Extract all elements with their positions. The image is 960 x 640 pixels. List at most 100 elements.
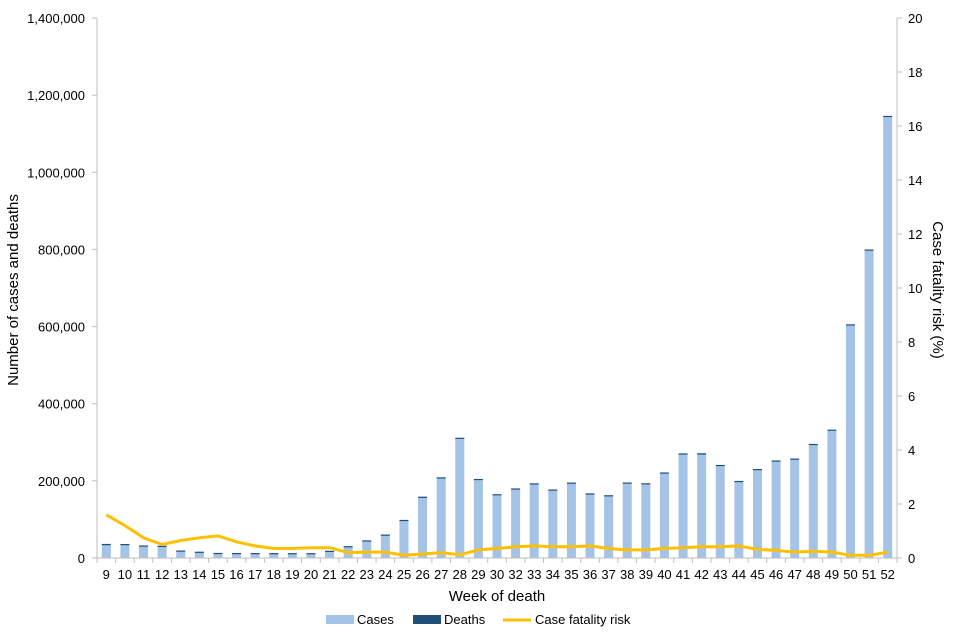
bar-deaths: [380, 534, 390, 536]
x-tick-label: 50: [843, 567, 857, 582]
bar-deaths: [473, 478, 483, 481]
bar-cases: [157, 546, 167, 558]
x-tick-label: 19: [285, 567, 299, 582]
bar-cases: [808, 444, 818, 558]
y2-tick-labels: 0 2 4 6 8 10 12 14 16 18 20: [908, 11, 922, 566]
bar-deaths: [622, 482, 632, 484]
x-tick-label: 28: [453, 567, 467, 582]
y2-axis-title: Case fatality risk (%): [929, 221, 946, 359]
x-tick-label: 25: [397, 567, 411, 582]
bar-cases: [641, 484, 651, 558]
bar-deaths: [120, 543, 130, 546]
bar-deaths: [436, 477, 446, 479]
y-tick-label: 600,000: [38, 320, 85, 335]
x-tick-label: 15: [211, 567, 225, 582]
x-tick-label: 49: [825, 567, 839, 582]
bar-cases: [194, 552, 204, 558]
bar-deaths: [566, 482, 576, 484]
bar-deaths: [548, 489, 558, 491]
bar-deaths: [269, 553, 279, 555]
bar-cases: [697, 454, 707, 558]
x-tick-label: 35: [564, 567, 578, 582]
bar-deaths: [418, 496, 428, 498]
bar-cases: [790, 459, 800, 558]
x-tick-label: 40: [657, 567, 671, 582]
x-tick-label: 39: [639, 567, 653, 582]
bar-deaths: [734, 480, 744, 483]
bar-deaths: [827, 429, 837, 431]
legend: Cases Deaths Case fatality risk: [326, 612, 631, 627]
y-tick-label: 200,000: [38, 474, 85, 489]
line-case-fatality-risk: [105, 513, 888, 557]
x-tick-label: 41: [676, 567, 690, 582]
y-tick-label: 1,400,000: [27, 11, 85, 26]
x-tick-label: 43: [713, 567, 727, 582]
bar-deaths: [194, 551, 204, 553]
bar-deaths: [362, 540, 372, 542]
bar-cases: [213, 553, 223, 558]
bar-cases: [659, 473, 669, 558]
x-tick-label: 34: [546, 567, 560, 582]
y2-tick-label: 14: [908, 173, 922, 188]
y2-tick-label: 6: [908, 389, 915, 404]
bar-deaths: [250, 553, 260, 555]
x-tick-label: 26: [415, 567, 429, 582]
bar-deaths: [399, 519, 409, 522]
bar-deaths: [139, 545, 149, 547]
bars-layer: [101, 115, 893, 559]
x-axis-title: Week of death: [449, 588, 545, 605]
bar-deaths: [232, 552, 242, 555]
bar-deaths: [808, 443, 818, 446]
x-tick-label: 32: [508, 567, 522, 582]
y-tick-label: 800,000: [38, 242, 85, 257]
x-tick-label: 24: [378, 567, 392, 582]
x-tick-label: 36: [583, 567, 597, 582]
bar-deaths: [845, 324, 855, 326]
y2-tick-label: 16: [908, 119, 922, 134]
y2-tick-label: 4: [908, 443, 915, 458]
bar-deaths: [492, 494, 502, 496]
y-tick-labels: 0 200,000 400,000 600,000 800,000 1,000,000 1,…: [27, 11, 85, 566]
x-tick-label: 11: [137, 567, 151, 582]
bar-deaths: [157, 545, 167, 547]
bar-cases: [566, 483, 576, 558]
bar-cases: [418, 497, 428, 558]
bar-deaths: [529, 483, 539, 485]
bar-cases: [492, 495, 502, 558]
bar-cases: [362, 540, 372, 558]
y-tick-label: 0: [78, 551, 85, 566]
bar-deaths: [641, 483, 651, 485]
bar-cases: [232, 553, 242, 558]
y2-tick-label: 18: [908, 65, 922, 80]
bar-cases: [752, 470, 762, 558]
bar-deaths: [752, 468, 762, 471]
bar-cases: [548, 490, 558, 558]
bar-deaths: [864, 249, 874, 251]
bar-cases: [864, 250, 874, 559]
x-tick-label: 33: [527, 567, 541, 582]
x-tick-label: 17: [248, 567, 262, 582]
x-tick-label: 30: [490, 567, 504, 582]
x-tick-label: 47: [787, 567, 801, 582]
bar-deaths: [604, 495, 614, 497]
bar-cases: [827, 430, 837, 558]
y2-tick-label: 20: [908, 11, 922, 26]
bar-cases: [325, 551, 335, 558]
x-tick-label: 42: [694, 567, 708, 582]
bar-cases: [120, 545, 130, 558]
bar-cases: [380, 534, 390, 558]
bar-deaths: [511, 488, 521, 490]
x-tick-label: 52: [880, 567, 894, 582]
bar-cases: [176, 551, 186, 558]
x-tick-labels: 9 10 11 12 13 14 15 16 17 18 19 20 21 22 23 24 25 26 27 28 2…: [103, 567, 895, 582]
legend-swatch-deaths: [413, 615, 441, 624]
legend-label-cases: Cases: [357, 612, 394, 627]
bar-cases: [511, 489, 521, 558]
x-tick-label: 51: [862, 567, 876, 582]
bar-deaths: [659, 472, 669, 474]
x-tick-label: 10: [118, 567, 132, 582]
line-layer: [105, 513, 888, 557]
y-axis-title: Number of cases and deaths: [5, 194, 22, 386]
y-tick-label: 400,000: [38, 397, 85, 412]
bar-cases: [455, 438, 465, 558]
